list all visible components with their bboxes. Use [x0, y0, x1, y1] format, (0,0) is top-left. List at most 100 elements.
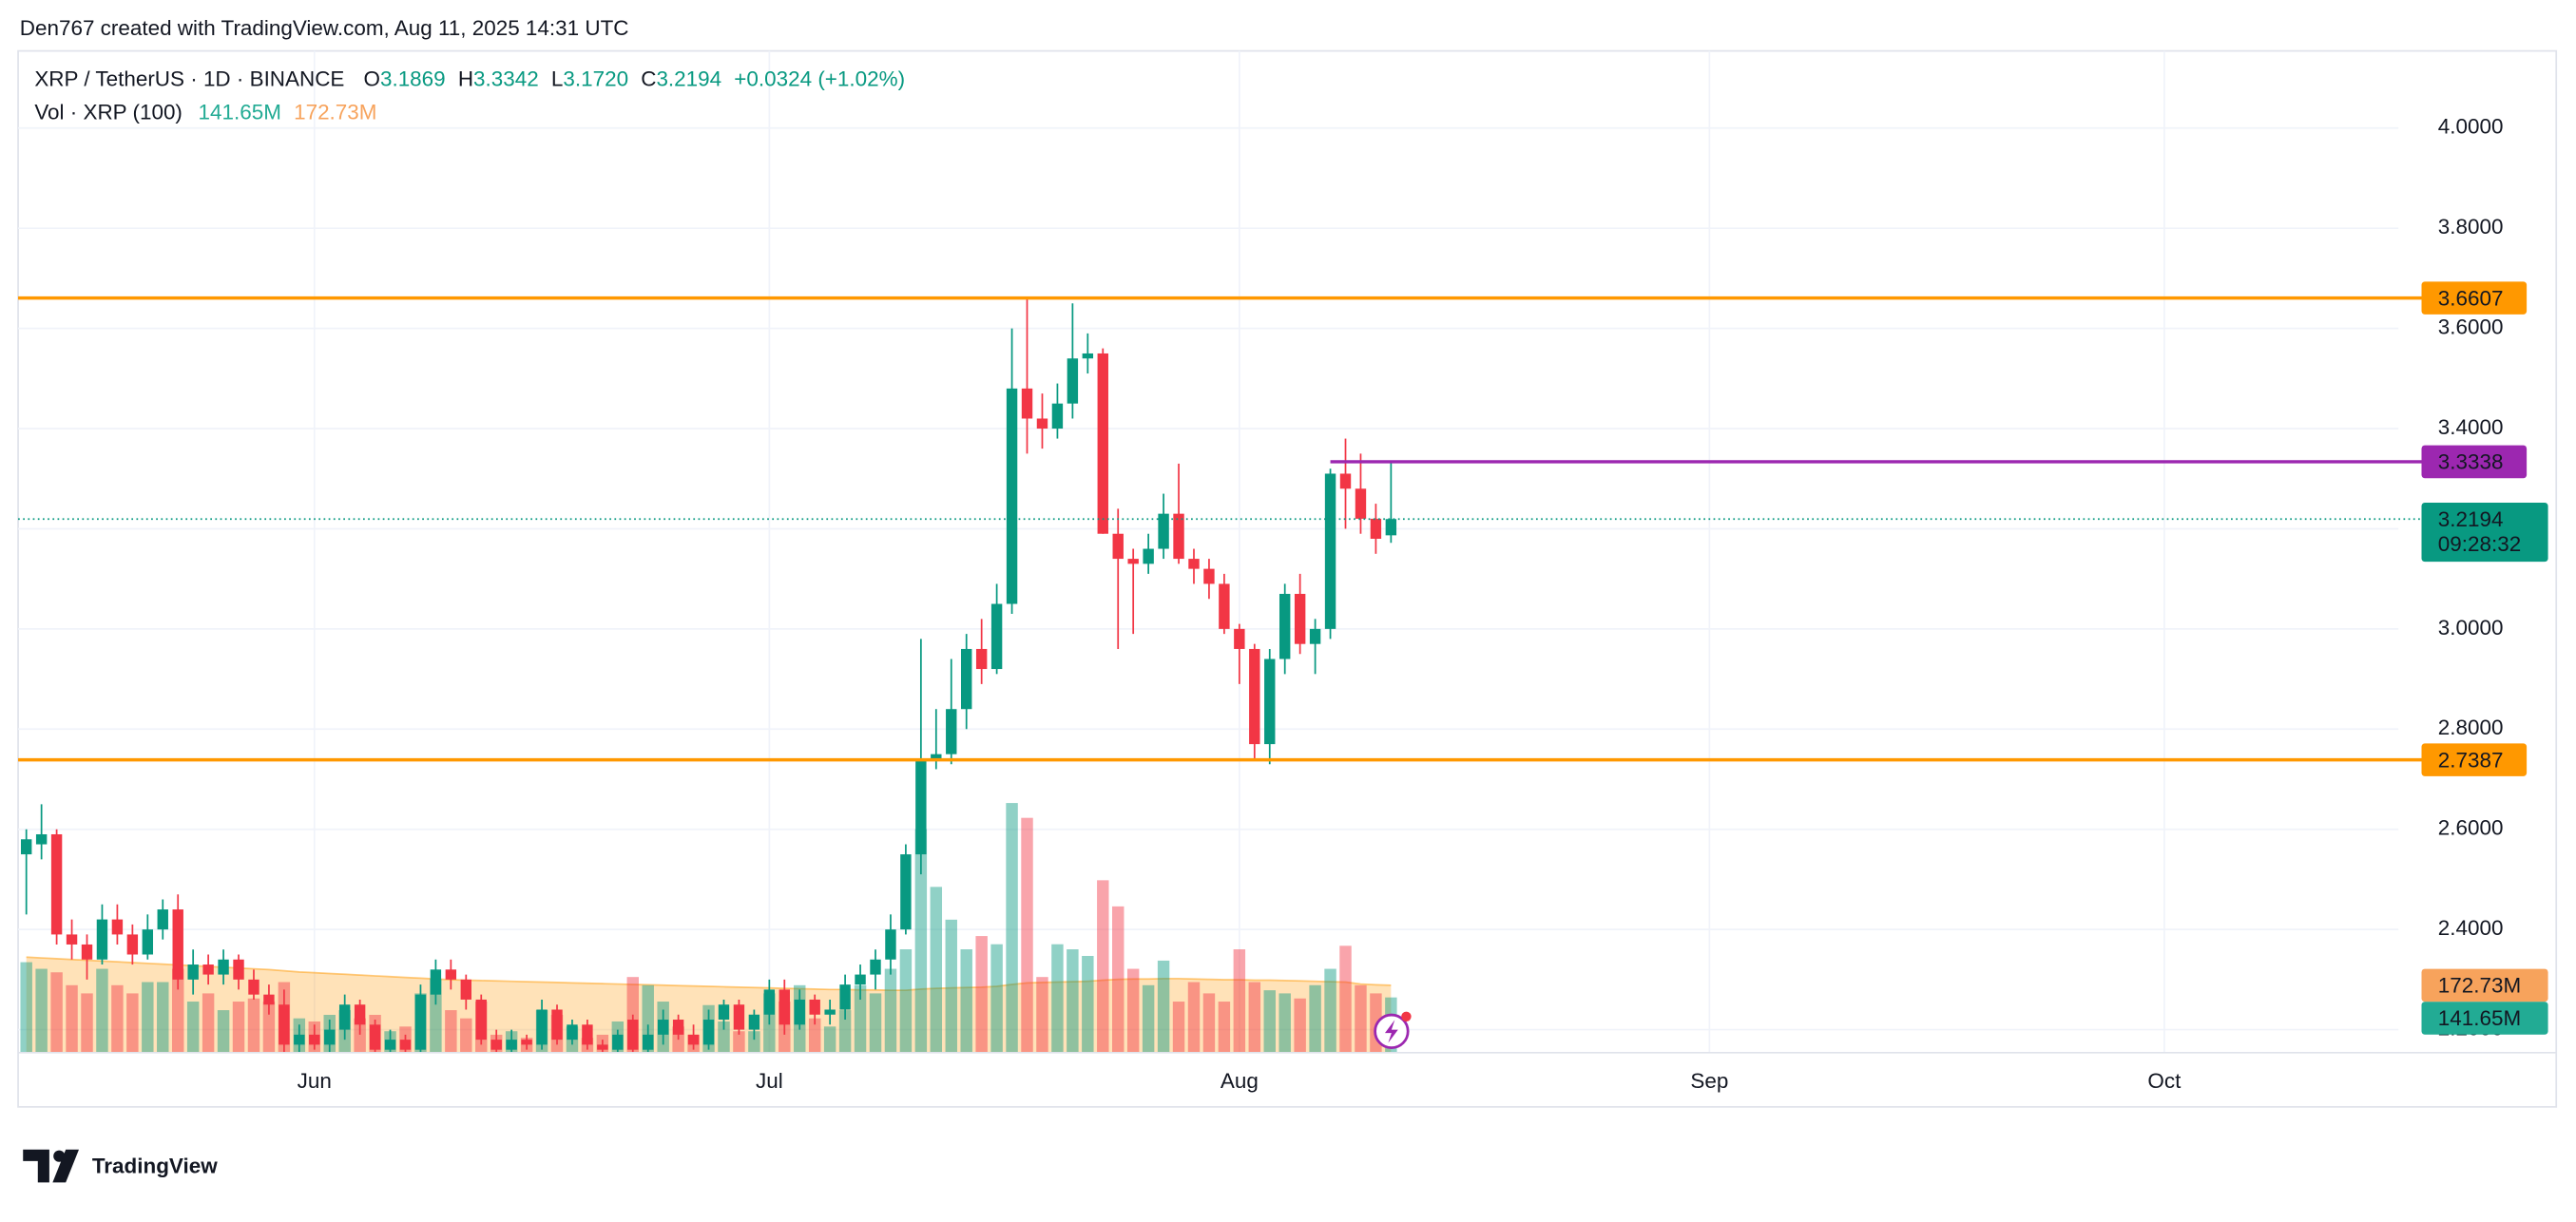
y-tick-label: 3.0000 [2438, 616, 2504, 640]
candle-body [506, 1040, 517, 1050]
candle-body [1234, 628, 1245, 649]
volume-bar [1082, 956, 1094, 1053]
volume-bar [66, 984, 78, 1053]
ohlc-value: 3.2194 [656, 67, 721, 91]
volume-bar [748, 1031, 760, 1053]
volume-ma-area [26, 957, 1392, 1053]
volume-bar [50, 972, 63, 1053]
candle-body [50, 833, 63, 935]
candle-body [157, 909, 168, 930]
volume-bar [823, 1026, 836, 1053]
credit: Den767 created with TradingView.com, Aug… [20, 16, 629, 40]
candle-body [1264, 659, 1276, 745]
volume-bar [1051, 944, 1064, 1053]
volume-bar [1202, 993, 1216, 1053]
candle-body [111, 919, 124, 935]
candle-body [1006, 388, 1018, 604]
candle-body [733, 1004, 745, 1030]
volume-legend: Vol · XRP (100) 141.65M 172.73M [34, 100, 376, 124]
candle-body [1051, 403, 1064, 430]
volume-bar [157, 982, 169, 1053]
y-tick-label: 3.6000 [2438, 315, 2504, 339]
candle-body [1324, 473, 1336, 629]
volume-bar [1142, 984, 1155, 1053]
x-tick-label: Sep [1690, 1069, 1728, 1093]
candle-body [187, 964, 199, 980]
volume-bar [1233, 949, 1246, 1053]
candle-body [1036, 418, 1048, 430]
candle-body [612, 1034, 624, 1050]
volume-bar [111, 984, 124, 1053]
candle-body [567, 1024, 578, 1041]
candle-body [946, 709, 957, 754]
candle-body [931, 754, 942, 759]
plot-area [18, 50, 2399, 1053]
volume-bar [460, 1018, 472, 1053]
candle-body [521, 1040, 532, 1045]
candle-body [96, 919, 108, 960]
symbol-title: XRP / TetherUS · 1D · BINANCE [34, 67, 344, 91]
x-tick-label: Oct [2147, 1069, 2182, 1093]
candle-body [1370, 518, 1382, 539]
candle-body [490, 1040, 502, 1050]
candle-body [81, 944, 93, 960]
volume-bar [1006, 803, 1018, 1053]
volume-bar [202, 993, 215, 1053]
candle-body [687, 1034, 700, 1045]
candle-body [126, 934, 139, 955]
volume-bar [1355, 984, 1367, 1053]
candle-body [1249, 648, 1260, 745]
candle-body [399, 1040, 412, 1050]
y-tick-label: 4.0000 [2438, 115, 2504, 139]
candle-body [1339, 473, 1352, 489]
volume-ma-tag-label: 172.73M [2438, 974, 2521, 998]
candle-body [309, 1034, 320, 1045]
candle-body [1219, 583, 1230, 629]
candle-body [1082, 353, 1094, 359]
last-price-label: 3.2194 [2438, 507, 2504, 531]
candle-body [657, 1020, 669, 1035]
candle-body [975, 648, 988, 670]
volume-bar [1324, 968, 1336, 1053]
legend-line: XRP / TetherUS · 1D · BINANCE O3.1869 H 3… [34, 67, 905, 91]
axis-layer: 2.20002.40002.60002.80003.00003.20003.40… [18, 115, 2557, 1093]
plot-layer: 2.20002.40002.60002.80003.00003.20003.40… [18, 50, 2557, 1093]
price-tag [2421, 445, 2528, 479]
volume-bar [445, 1010, 457, 1053]
change: +0.0324 (+1.02%) [734, 67, 905, 91]
volume-bar [1278, 993, 1291, 1053]
countdown: 09:28:32 [2438, 532, 2521, 556]
volume-bar [733, 1031, 745, 1053]
candle-body [1158, 513, 1169, 549]
ohlc-key: H [458, 67, 473, 91]
candle-body [794, 999, 805, 1025]
volume-ma-value: 172.73M [294, 100, 376, 124]
volume-bar [718, 1021, 730, 1053]
volume-bar [808, 1018, 821, 1053]
candle-body [1203, 568, 1215, 584]
candle-body [748, 1014, 760, 1030]
candle-body [1309, 628, 1321, 644]
candle-body [263, 994, 275, 1005]
candle-body [354, 1004, 366, 1025]
volume-tag [2421, 1002, 2548, 1035]
candle-body [885, 929, 896, 960]
volume-bar [869, 993, 882, 1053]
candle-body [142, 929, 154, 955]
y-tick-label: 2.8000 [2438, 716, 2504, 739]
candle-body [1385, 519, 1397, 536]
volume-bar [247, 998, 260, 1053]
volume-bar [1112, 906, 1125, 1053]
candle-body [1112, 533, 1124, 560]
last-price-tag [2421, 502, 2548, 563]
ohlc-key: O [364, 67, 380, 91]
chart-frame [17, 49, 2558, 1108]
x-tick-label: Jun [298, 1069, 332, 1093]
candle-body [839, 984, 851, 1010]
volume-ma-line [26, 956, 1392, 991]
volume-bar [354, 1018, 366, 1053]
candle-body [702, 1020, 715, 1045]
volume-tag-label: 141.65M [2438, 1006, 2521, 1030]
candle-body [990, 603, 1003, 670]
ohlc-value: 3.1869 [380, 67, 446, 91]
